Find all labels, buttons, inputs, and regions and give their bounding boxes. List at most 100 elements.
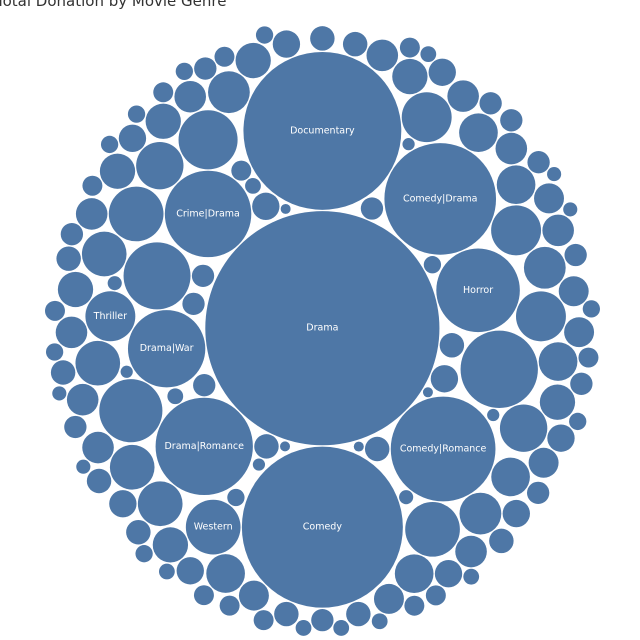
bubble [175, 62, 193, 80]
bubble-label: Drama|War [140, 343, 194, 354]
bubble [295, 620, 312, 636]
bubble [392, 58, 428, 95]
bubble [360, 197, 384, 220]
bubble-label: Comedy|Romance [400, 443, 487, 454]
bubble [50, 360, 76, 385]
bubble [176, 557, 204, 585]
bubble [75, 340, 121, 386]
bubble-label: Crime|Drama [176, 208, 240, 219]
bubble [56, 246, 81, 271]
bubble [311, 608, 334, 632]
bubble [487, 408, 500, 422]
bubble [280, 441, 291, 452]
bubble [45, 300, 65, 321]
bubble [402, 138, 415, 151]
chart-title: Total Donation by Movie Genre [0, 0, 226, 10]
bubble [109, 490, 137, 518]
bubble [527, 151, 550, 174]
bubble [253, 610, 274, 631]
bubble [174, 80, 206, 113]
bubble [491, 457, 530, 497]
bubble [227, 488, 245, 507]
bubble [401, 92, 452, 143]
bubble [193, 585, 214, 606]
bubble [384, 143, 497, 255]
bubble [373, 583, 404, 614]
bubble [191, 264, 215, 288]
bubble [252, 192, 280, 221]
bubble [158, 563, 175, 580]
bubble [136, 141, 184, 190]
bubble [214, 46, 235, 67]
bubble [436, 248, 520, 333]
bubble [185, 499, 241, 555]
bubble [399, 490, 414, 505]
bubble [153, 82, 174, 103]
bubble [100, 135, 119, 154]
bubble [495, 132, 528, 165]
bubble [496, 165, 536, 205]
bubble [109, 444, 155, 490]
bubble-label: Comedy [303, 522, 343, 533]
bubble [145, 103, 181, 139]
bubble [231, 160, 252, 181]
bubble [479, 92, 502, 115]
bubble-label: Drama|Romance [164, 441, 244, 452]
bubble [353, 441, 364, 452]
bubble [52, 386, 67, 401]
bubble [558, 276, 589, 307]
bubble [422, 387, 433, 398]
bubble [99, 379, 163, 443]
bubble [272, 30, 301, 58]
bubble [243, 51, 402, 210]
bubble [515, 291, 566, 342]
bubble [57, 271, 94, 308]
bubble [547, 424, 575, 452]
bubble [118, 124, 147, 152]
bubble [366, 39, 399, 72]
bubble [205, 211, 440, 446]
bubble [459, 492, 502, 535]
bubble [137, 481, 183, 527]
bubble [152, 527, 189, 563]
bubble [405, 501, 460, 557]
bubble [502, 499, 530, 528]
bubble [99, 153, 136, 189]
bubble [390, 396, 496, 502]
bubble [75, 198, 108, 230]
bubble [238, 580, 269, 611]
bubble [434, 560, 463, 588]
bubble [342, 31, 368, 57]
bubble [459, 113, 498, 153]
bubble [394, 554, 434, 594]
bubble [423, 256, 442, 274]
bubble [563, 202, 578, 217]
bubble [455, 535, 487, 568]
bubble [371, 613, 388, 630]
bubble [439, 333, 465, 358]
bubble [310, 26, 335, 51]
bubble [66, 383, 99, 416]
bubble [219, 595, 240, 616]
bubble [120, 365, 133, 378]
bubble [254, 434, 279, 459]
bubble [135, 545, 153, 563]
bubble [82, 175, 103, 196]
bubble [523, 246, 566, 289]
bubble [499, 404, 548, 452]
bubble [85, 291, 136, 342]
bubble [463, 568, 480, 585]
bubble-label: Western [194, 522, 233, 533]
bubble [333, 620, 350, 636]
bubble [578, 347, 599, 368]
bubble [45, 343, 64, 361]
bubble [447, 80, 479, 112]
bubble [564, 317, 595, 348]
bubble [255, 26, 274, 44]
bubble [167, 388, 184, 405]
bubble-label: Documentary [290, 125, 355, 136]
bubble [538, 342, 578, 381]
bubble [82, 431, 114, 464]
